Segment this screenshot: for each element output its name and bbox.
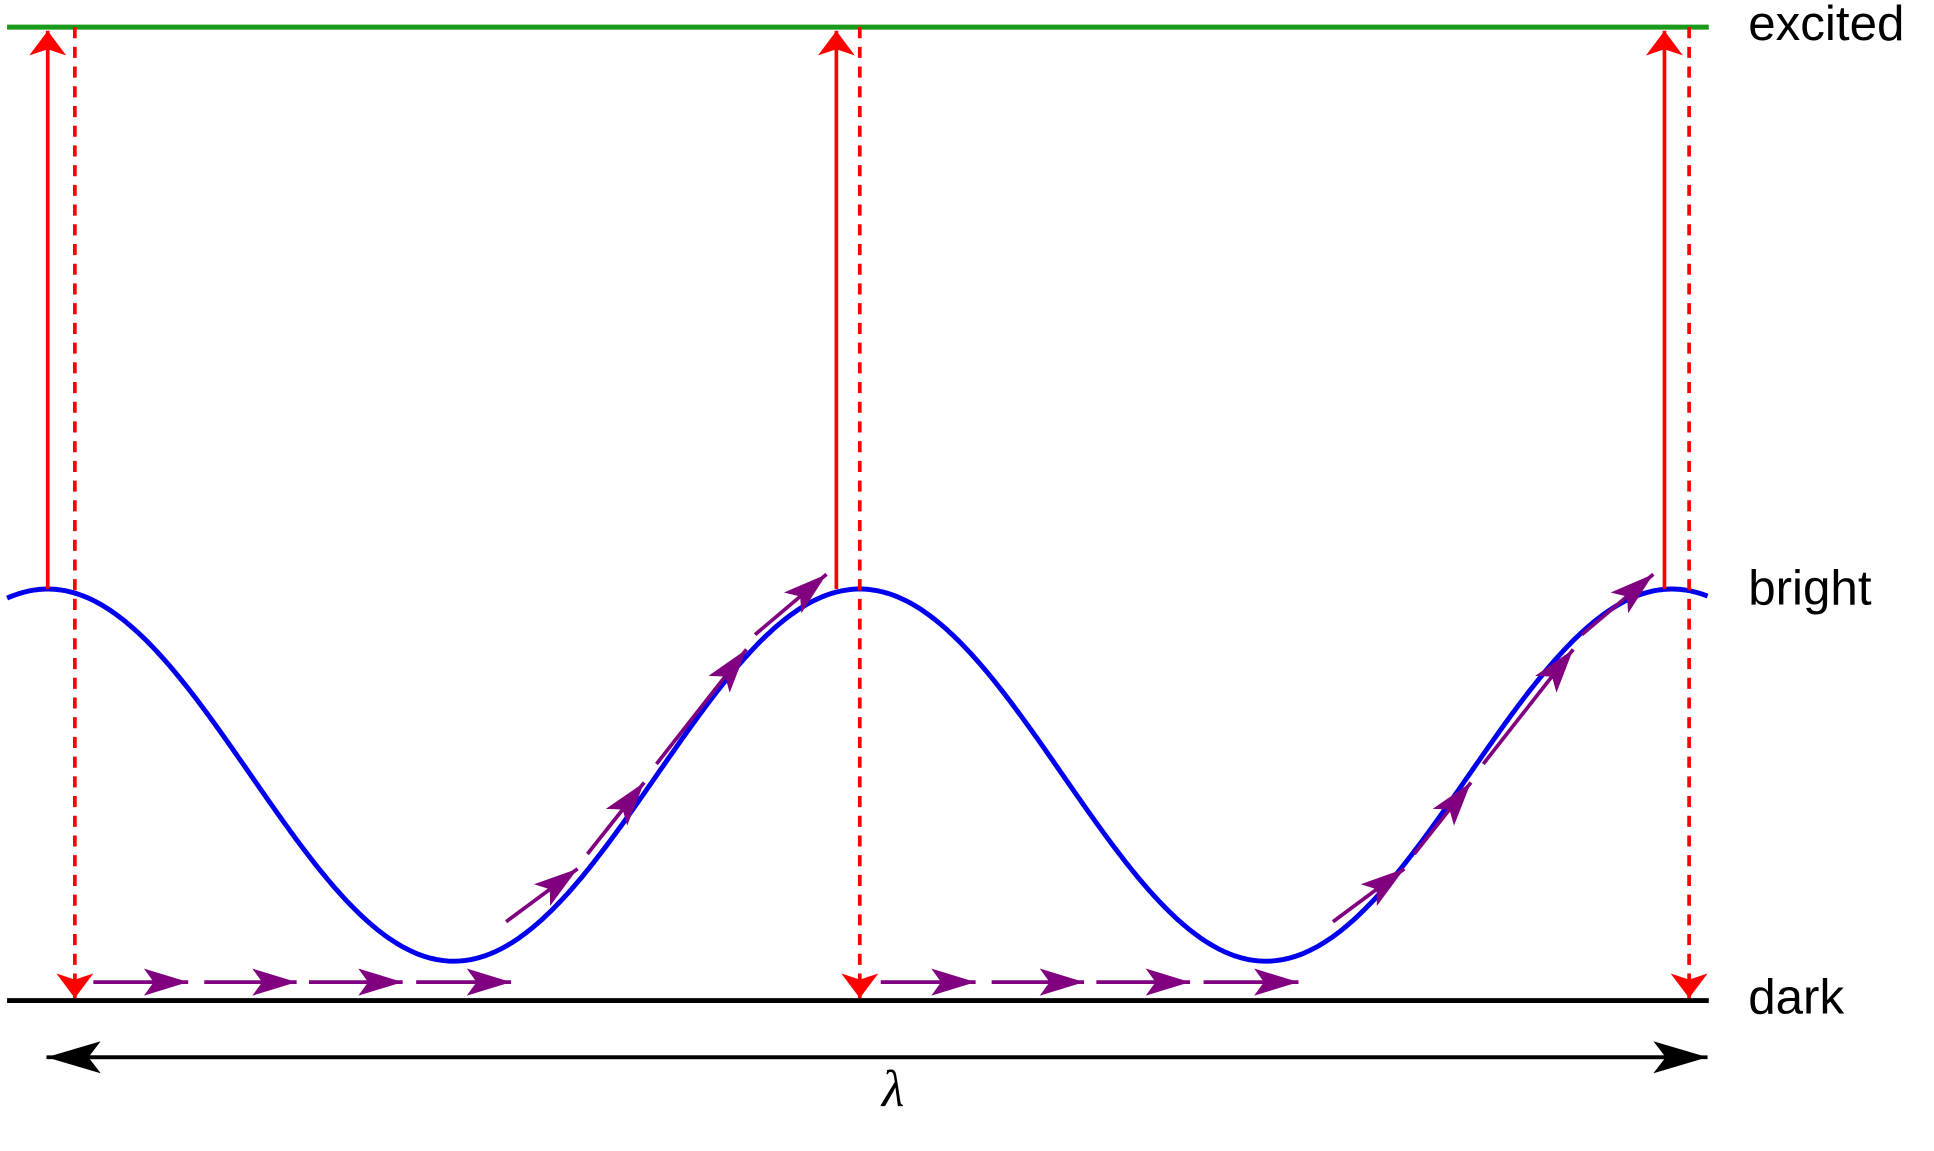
drift-arrow <box>655 648 748 766</box>
drift-arrow <box>1331 867 1406 924</box>
transitions <box>29 27 1708 999</box>
wavelength-label: λ <box>880 1061 904 1118</box>
drift-arrow <box>1481 648 1575 766</box>
drift-arrow <box>753 572 828 637</box>
drift-arrow <box>505 867 579 924</box>
drift-arrow <box>586 781 646 856</box>
drift-arrow <box>1580 572 1655 637</box>
bright-potential <box>6 586 1709 964</box>
level-label: dark <box>1748 970 1844 1025</box>
level-label: excited <box>1748 0 1904 51</box>
level-label: bright <box>1748 560 1872 615</box>
drift-arrow <box>1412 781 1473 856</box>
